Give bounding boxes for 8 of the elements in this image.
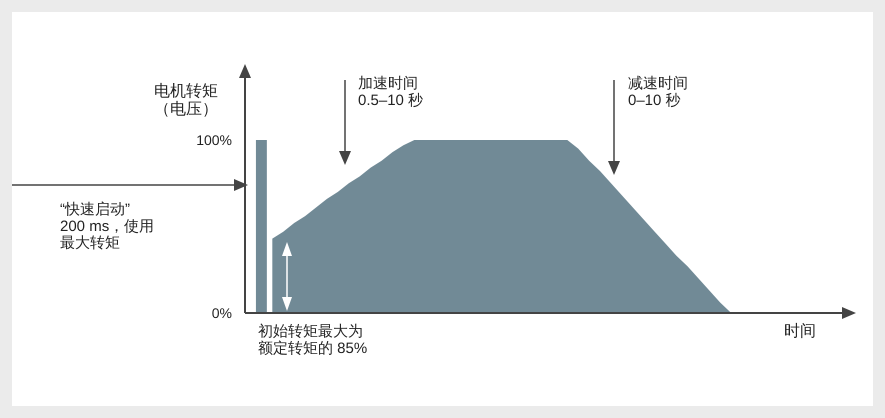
text: 加速时间 0.5–10 秒 [358,75,424,109]
y-tick-label: 0% [212,305,232,321]
text: 减速时间 0–10 秒 [628,75,688,109]
y-axis-title: 电机转矩（电压） [154,82,218,118]
text: 时间 [784,322,816,340]
text: 初始转矩最大为额定转矩的 85% [258,323,368,357]
text: “快速启动” 200 ms，使用最大转矩 [60,201,154,252]
y-tick-label: 100% [196,132,232,148]
